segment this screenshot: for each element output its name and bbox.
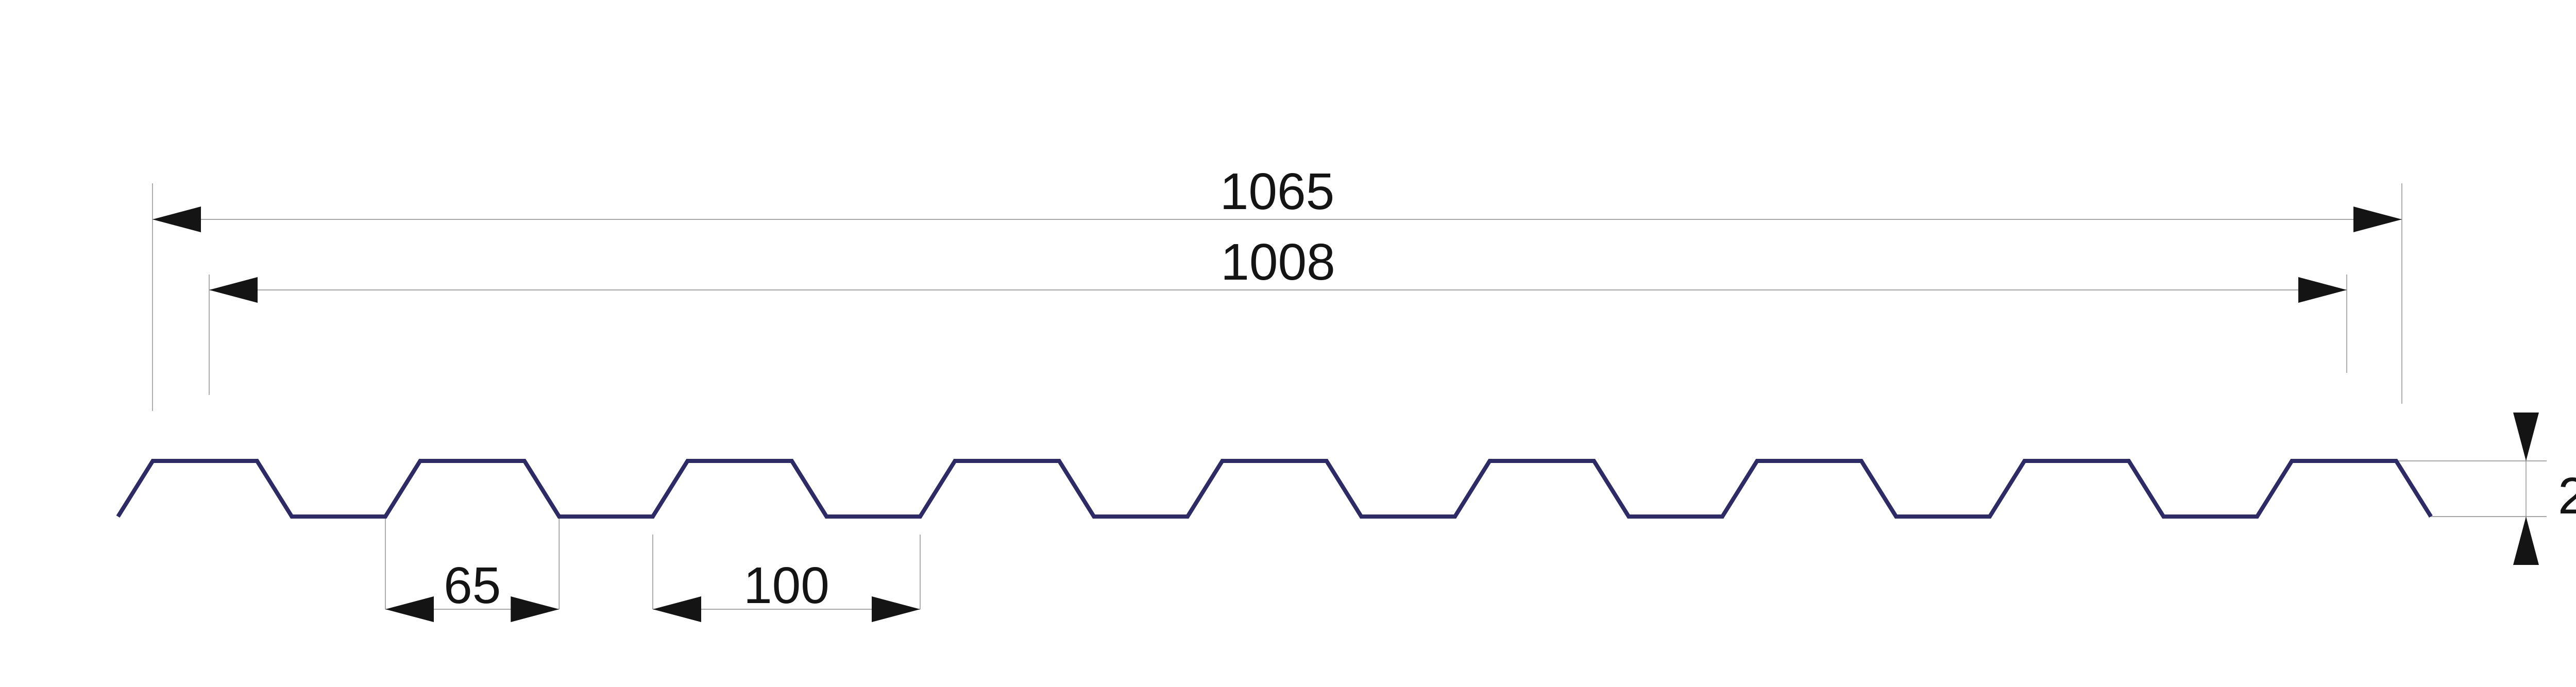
svg-text:65: 65 (444, 557, 501, 614)
svg-text:1065: 1065 (1220, 163, 1334, 220)
svg-text:100: 100 (743, 557, 829, 614)
svg-text:21 мм: 21 мм (2558, 467, 2576, 525)
svg-text:1008: 1008 (1221, 233, 1335, 291)
